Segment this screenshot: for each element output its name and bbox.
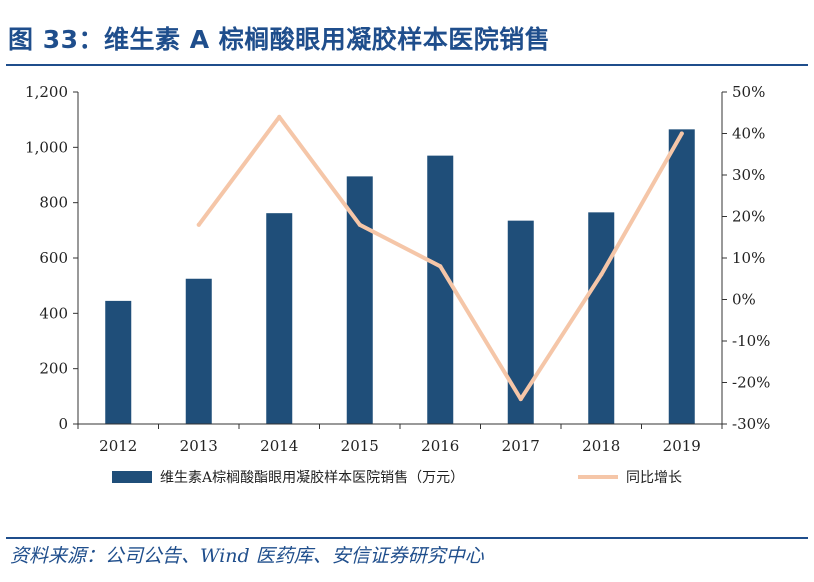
bar-2015 <box>346 176 373 424</box>
right-tick-label: 0% <box>732 291 756 309</box>
bar-2012 <box>105 300 132 424</box>
right-tick-label: 10% <box>732 249 765 267</box>
left-tick-label: 1,000 <box>25 138 68 156</box>
right-tick-label: -20% <box>732 374 770 392</box>
bar-2019 <box>668 129 695 424</box>
legend: 维生素A棕榈酸酯眼用凝胶样本医院销售（万元） 同比增长 <box>112 469 682 486</box>
bars-layer <box>105 129 695 424</box>
x-tick-label: 2015 <box>341 437 379 455</box>
growth-point-2018 <box>599 272 604 277</box>
bar-2017 <box>507 220 534 424</box>
left-tick-label: 400 <box>39 304 68 322</box>
x-tick-label: 2014 <box>260 437 298 455</box>
right-tick-label: 40% <box>732 125 765 143</box>
left-tick-label: 800 <box>39 194 68 212</box>
footer-rule <box>6 537 808 539</box>
legend-swatch-sales <box>112 471 152 483</box>
bar-2014 <box>266 213 293 424</box>
figure-title: 图 33：维生素 A 棕榈酸眼用凝胶样本医院销售 <box>8 25 551 54</box>
source-note: 资料来源：公司公告、Wind 医药库、安信证券研究中心 <box>10 545 484 567</box>
right-tick-label: -10% <box>732 332 770 350</box>
left-tick-label: 200 <box>39 360 68 378</box>
growth-point-2016 <box>438 264 443 269</box>
growth-point-2017 <box>518 397 523 402</box>
left-tick-label: 0 <box>58 415 68 433</box>
legend-label-sales: 维生素A棕榈酸酯眼用凝胶样本医院销售（万元） <box>160 469 464 486</box>
x-tick-label: 2017 <box>502 437 540 455</box>
bar-2016 <box>427 155 454 424</box>
left-tick-label: 1,200 <box>25 83 68 101</box>
legend-label-growth: 同比增长 <box>626 470 682 486</box>
growth-point-2015 <box>357 222 362 227</box>
x-tick-label: 2012 <box>99 437 137 455</box>
left-tick-label: 600 <box>39 249 68 267</box>
bar-2013 <box>185 278 212 424</box>
x-tick-label: 2019 <box>663 437 701 455</box>
growth-point-2014 <box>277 114 282 119</box>
chart: 0 200 400 600 800 1,000 1,200 -30% -20% -10% 0% 10%… <box>25 83 770 486</box>
growth-line-layer <box>196 114 684 402</box>
growth-point-2019 <box>679 131 684 136</box>
title-rule <box>6 64 808 66</box>
right-tick-label: -30% <box>732 415 770 433</box>
x-tick-label: 2018 <box>582 437 620 455</box>
bar-2018 <box>588 212 615 424</box>
growth-point-2013 <box>196 222 201 227</box>
axes-layer: 0 200 400 600 800 1,000 1,200 -30% -20% -10% 0% 10%… <box>25 83 770 455</box>
right-tick-label: 50% <box>732 83 765 101</box>
right-tick-label: 20% <box>732 208 765 226</box>
x-tick-label: 2013 <box>180 437 218 455</box>
x-tick-label: 2016 <box>421 437 459 455</box>
right-tick-label: 30% <box>732 166 765 184</box>
